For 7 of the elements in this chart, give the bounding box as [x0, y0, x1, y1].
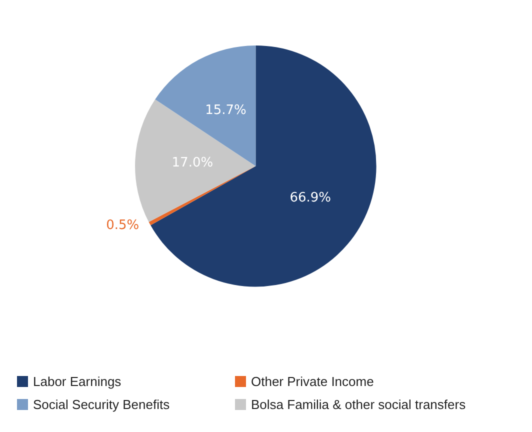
data-label: 0.5%: [106, 218, 140, 234]
legend-label: Other Private Income: [251, 374, 374, 389]
legend-label: Bolsa Familia & other social transfers: [251, 397, 466, 412]
legend-label: Labor Earnings: [33, 374, 122, 389]
data-label: 15.7%: [205, 102, 246, 118]
legend-label: Social Security Benefits: [33, 397, 170, 412]
data-label: 66.9%: [290, 190, 332, 206]
